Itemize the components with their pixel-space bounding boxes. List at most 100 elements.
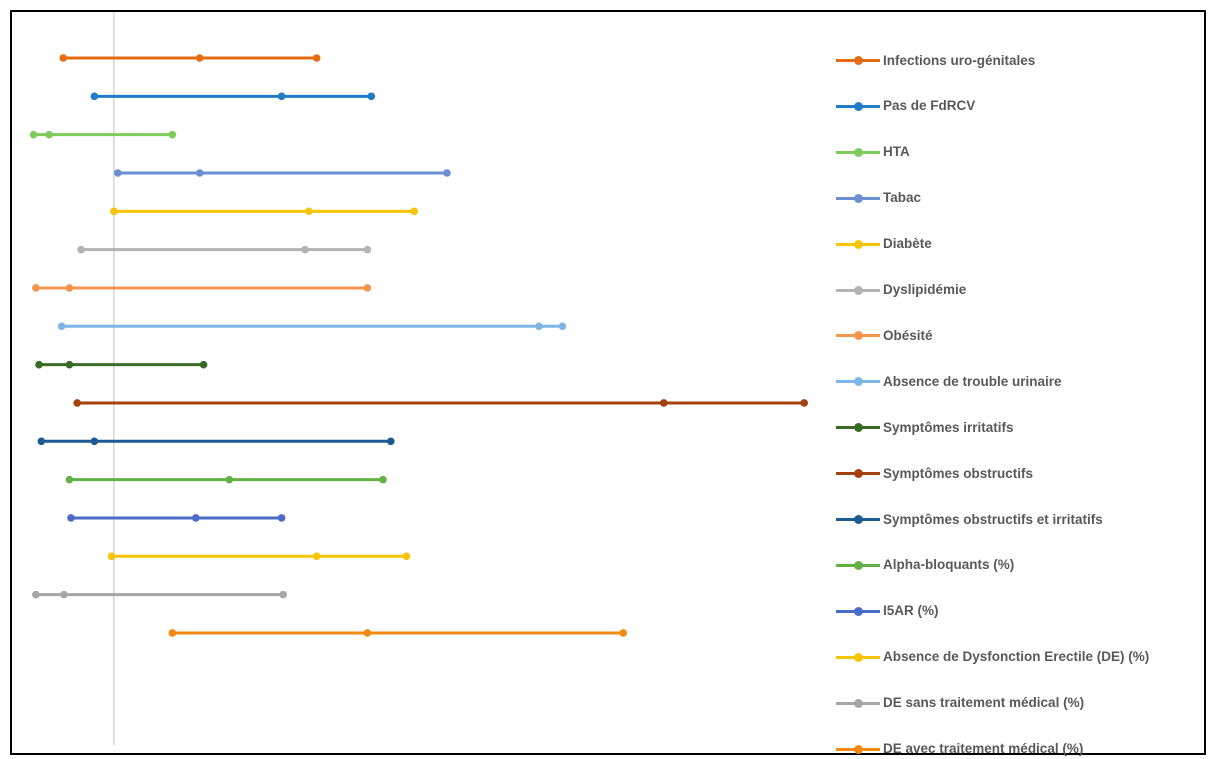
data-point bbox=[107, 552, 116, 561]
data-point bbox=[199, 360, 208, 369]
legend-label: Symptômes obstructifs et irritatifs bbox=[883, 511, 1103, 527]
series-row bbox=[37, 437, 395, 446]
legend-item: Absence de trouble urinaire bbox=[832, 371, 1062, 391]
series-row bbox=[90, 92, 376, 101]
data-point bbox=[168, 130, 177, 139]
legend-label: Obésité bbox=[883, 327, 933, 343]
data-point bbox=[443, 169, 451, 177]
legend-item: I5AR (%) bbox=[832, 601, 939, 621]
data-point bbox=[301, 245, 309, 254]
legend-item: Symptômes irritatifs bbox=[832, 417, 1014, 437]
data-point bbox=[60, 590, 68, 599]
data-point bbox=[312, 54, 321, 62]
legend-label: Dyslipidémie bbox=[883, 282, 967, 297]
legend-swatch-icon bbox=[832, 601, 880, 621]
legend-item: Pas de FdRCV bbox=[832, 96, 975, 116]
legend-label: Symptômes irritatifs bbox=[883, 419, 1014, 435]
legend-item: Absence de Dysfonction Erectile (DE) (%) bbox=[832, 647, 1149, 667]
data-point bbox=[225, 475, 234, 484]
chart-frame bbox=[10, 10, 1206, 755]
legend-swatch-icon bbox=[832, 325, 880, 345]
data-point bbox=[195, 54, 204, 62]
data-point bbox=[535, 322, 543, 331]
series-row bbox=[32, 284, 372, 292]
legend-item: Obésité bbox=[832, 325, 933, 345]
data-point bbox=[363, 629, 372, 637]
legend-item: Tabac bbox=[832, 188, 921, 208]
legend-item: Dyslipidémie bbox=[832, 280, 966, 300]
data-point bbox=[32, 284, 40, 292]
legend-label: DE sans traitement médical (%) bbox=[883, 695, 1085, 711]
data-point bbox=[67, 514, 75, 522]
data-point bbox=[59, 54, 67, 62]
series-row bbox=[73, 399, 808, 407]
legend-swatch-icon bbox=[832, 463, 880, 483]
data-point bbox=[37, 437, 46, 446]
legend-item: Diabète bbox=[832, 234, 932, 254]
data-point bbox=[45, 130, 53, 139]
legend: Infections uro-génitales Pas de FdRCV HTA T… bbox=[832, 0, 1212, 756]
legend-item: Infections uro-génitales bbox=[832, 50, 1035, 70]
data-point bbox=[660, 399, 668, 407]
series-row bbox=[110, 207, 419, 216]
series-row bbox=[77, 245, 372, 254]
legend-label: HTA bbox=[883, 144, 910, 160]
legend-label: Tabac bbox=[883, 190, 922, 206]
legend-swatch-icon bbox=[832, 96, 880, 116]
data-point bbox=[32, 590, 40, 599]
data-point bbox=[57, 322, 66, 331]
legend-swatch-icon bbox=[832, 417, 880, 437]
data-point bbox=[192, 514, 200, 522]
legend-item: DE sans traitement médical (%) bbox=[832, 693, 1084, 713]
legend-label: Symptômes obstructifs bbox=[883, 465, 1034, 481]
data-point bbox=[114, 169, 122, 177]
legend-swatch-icon bbox=[832, 509, 880, 529]
legend-swatch-icon bbox=[832, 693, 880, 713]
legend-label: Alpha-bloquants (%) bbox=[883, 557, 1015, 573]
legend-label: Absence de trouble urinaire bbox=[883, 373, 1062, 389]
data-point bbox=[558, 322, 567, 331]
series-row bbox=[67, 514, 286, 522]
data-point bbox=[312, 552, 321, 561]
series-row bbox=[65, 475, 387, 484]
data-point bbox=[367, 92, 376, 101]
data-point bbox=[363, 284, 372, 292]
legend-label: Diabète bbox=[883, 236, 932, 252]
data-point bbox=[279, 590, 287, 599]
data-point bbox=[90, 437, 99, 446]
legend-swatch-icon bbox=[832, 234, 880, 254]
data-point bbox=[168, 629, 177, 637]
data-point bbox=[363, 245, 372, 254]
legend-swatch-icon bbox=[832, 50, 880, 70]
data-point bbox=[110, 207, 118, 216]
data-point bbox=[277, 92, 286, 101]
data-point bbox=[619, 629, 628, 637]
data-point bbox=[90, 92, 99, 101]
data-point bbox=[402, 552, 411, 561]
legend-swatch-icon bbox=[832, 371, 880, 391]
data-point bbox=[800, 399, 808, 407]
legend-item: Symptômes obstructifs bbox=[832, 463, 1033, 483]
legend-item: Alpha-bloquants (%) bbox=[832, 555, 1014, 575]
legend-item: Symptômes obstructifs et irritatifs bbox=[832, 509, 1103, 529]
legend-swatch-icon bbox=[832, 142, 880, 162]
series-row bbox=[35, 360, 208, 369]
legend-swatch-icon bbox=[832, 555, 880, 575]
series-row bbox=[32, 590, 287, 599]
series-row bbox=[29, 130, 177, 139]
legend-swatch-icon bbox=[832, 647, 880, 667]
series-row bbox=[114, 169, 451, 177]
data-point bbox=[73, 399, 82, 407]
data-point bbox=[277, 514, 286, 522]
data-point bbox=[195, 169, 204, 177]
data-point bbox=[77, 245, 85, 254]
series-row bbox=[168, 629, 628, 637]
data-point bbox=[65, 360, 74, 369]
legend-label: I5AR (%) bbox=[883, 603, 939, 619]
data-point bbox=[410, 207, 419, 216]
data-point bbox=[29, 130, 38, 139]
data-point bbox=[65, 284, 74, 292]
dumbbell-chart bbox=[29, 12, 808, 745]
legend-label: Infections uro-génitales bbox=[883, 52, 1036, 68]
data-point bbox=[387, 437, 395, 446]
